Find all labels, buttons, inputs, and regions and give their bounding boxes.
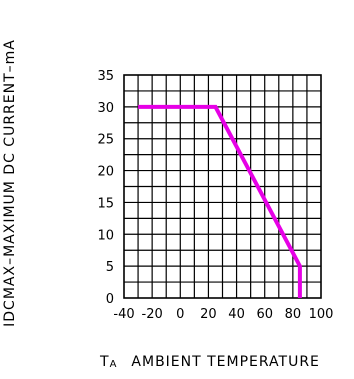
y-tick-label: 30 <box>97 101 114 116</box>
y-tick-label: 5 <box>106 260 114 275</box>
series-layer <box>138 104 302 298</box>
x-axis-title: TA AMBIENT TEMPERATURE <box>99 354 320 370</box>
x-tick-label: 80 <box>285 307 302 322</box>
x-tick-label: -20 <box>142 307 163 322</box>
y-axis-ticks: 0 5 10 15 20 25 30 35 <box>97 69 114 307</box>
y-tick-label: 20 <box>97 165 114 180</box>
y-tick-label: 25 <box>97 133 114 148</box>
y-axis-title: IDCMAX–MAXIMUM DC CURRENT–mA <box>2 39 18 327</box>
x-tick-label: 0 <box>176 307 184 322</box>
x-tick-label: 20 <box>200 307 217 322</box>
x-axis-ticks: -40 -20 0 20 40 60 80 100 <box>113 307 333 322</box>
y-tick-label: 15 <box>97 196 114 211</box>
y-tick-label: 10 <box>97 228 114 243</box>
x-axis-title-text: AMBIENT TEMPERATURE <box>131 354 320 370</box>
x-tick-label: -40 <box>113 307 134 322</box>
y-tick-label: 0 <box>106 292 114 307</box>
plot-border <box>123 74 322 299</box>
series-line-1 <box>138 104 302 298</box>
x-tick-label: 40 <box>228 307 245 322</box>
y-tick-label: 35 <box>97 69 114 84</box>
x-tick-label: 100 <box>309 307 334 322</box>
x-axis-title-prefix: T <box>99 354 110 370</box>
x-tick-label: 60 <box>256 307 273 322</box>
x-axis-title-subscript: A <box>110 359 118 370</box>
plot-frame <box>123 74 322 299</box>
grid <box>124 75 321 298</box>
